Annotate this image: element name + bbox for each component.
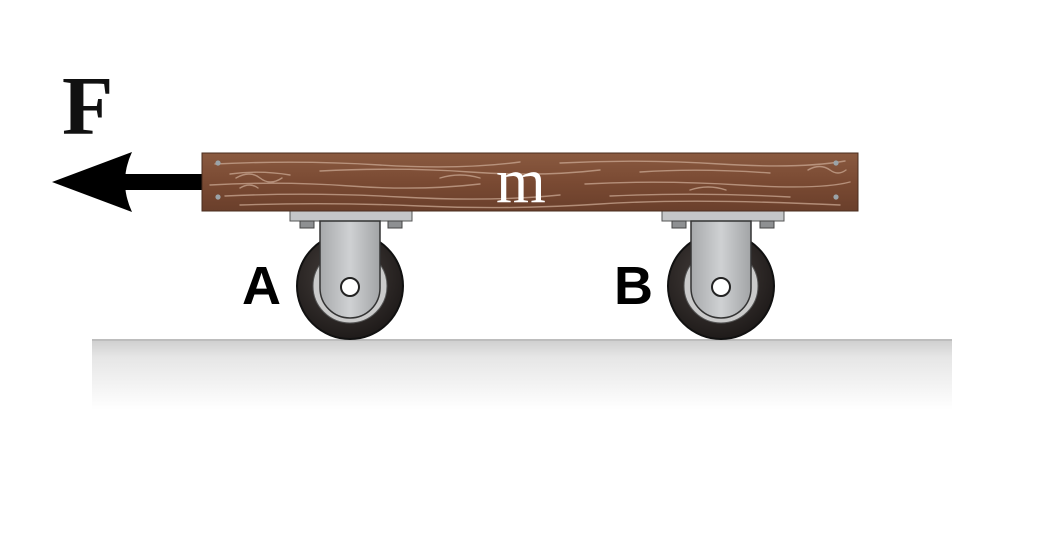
caster-a (289, 210, 413, 340)
bolt-a-left (299, 220, 315, 229)
nail-top-left (215, 160, 221, 166)
fork-a (319, 220, 381, 319)
axle-a (340, 277, 360, 297)
force-arrow (52, 152, 204, 212)
mount-plate-b (661, 210, 785, 222)
caster-a-label: A (242, 256, 281, 316)
wood-board (201, 152, 859, 212)
force-label: F (62, 60, 113, 153)
bolt-b-left (671, 220, 687, 229)
mount-plate-a (289, 210, 413, 222)
nail-top-right (833, 160, 839, 166)
caster-b-label: B (614, 256, 653, 316)
axle-b (711, 277, 731, 297)
fork-b (690, 220, 752, 319)
caster-b (661, 210, 785, 340)
mass-label: m (496, 145, 546, 216)
nail-bottom-left (215, 194, 221, 200)
nail-bottom-right (833, 194, 839, 200)
ground-surface (92, 340, 952, 410)
wood-grain (209, 160, 851, 209)
bolt-b-right (759, 220, 775, 229)
bolt-a-right (387, 220, 403, 229)
